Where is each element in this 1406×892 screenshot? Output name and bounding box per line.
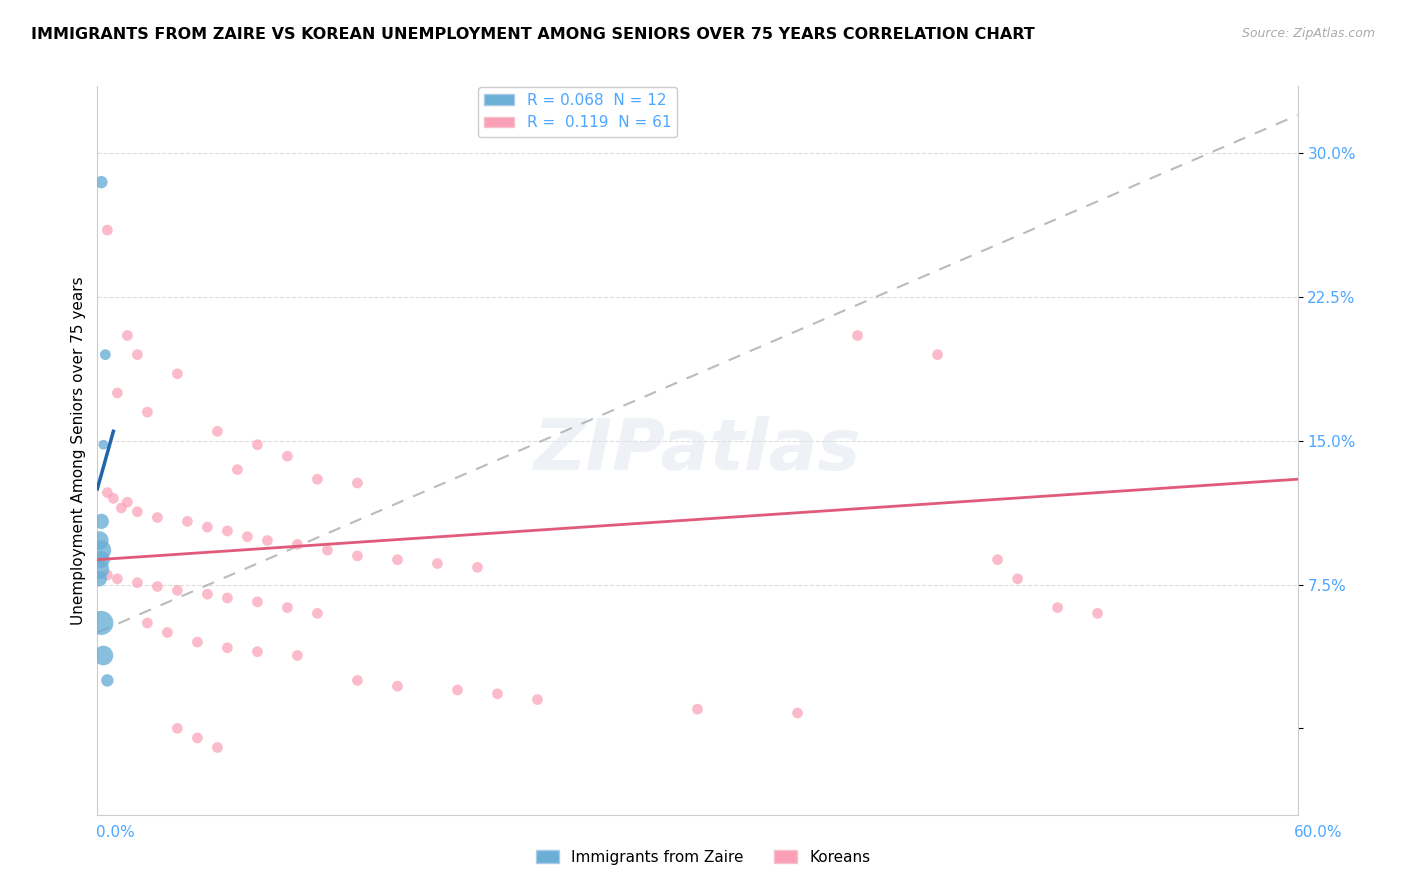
Point <box>217 591 239 605</box>
Point <box>927 348 949 362</box>
Point <box>96 673 118 688</box>
Point <box>217 640 239 655</box>
Point <box>94 348 117 362</box>
Point <box>90 514 112 528</box>
Point <box>387 679 409 693</box>
Y-axis label: Unemployment Among Seniors over 75 years: Unemployment Among Seniors over 75 years <box>72 277 86 624</box>
Point <box>146 510 169 524</box>
Point <box>446 683 468 698</box>
Point <box>387 552 409 566</box>
Point <box>226 462 249 476</box>
Point <box>276 449 298 463</box>
Point <box>987 552 1010 566</box>
Text: Source: ZipAtlas.com: Source: ZipAtlas.com <box>1241 27 1375 40</box>
Point <box>287 537 309 551</box>
Point <box>103 491 125 506</box>
Point <box>96 223 118 237</box>
Point <box>127 575 149 590</box>
Point <box>105 386 128 401</box>
Point <box>90 615 112 630</box>
Point <box>136 405 159 419</box>
Point <box>346 673 368 688</box>
Point <box>1007 572 1029 586</box>
Point <box>256 533 278 548</box>
Point <box>117 328 139 343</box>
Text: 0.0%: 0.0% <box>96 825 135 840</box>
Point <box>467 560 489 574</box>
Legend: Immigrants from Zaire, Koreans: Immigrants from Zaire, Koreans <box>530 844 876 871</box>
Point <box>136 615 159 630</box>
Text: 60.0%: 60.0% <box>1295 825 1343 840</box>
Point <box>246 595 269 609</box>
Point <box>526 692 548 706</box>
Point <box>176 514 198 528</box>
Point <box>89 562 111 576</box>
Point <box>89 533 111 548</box>
Point <box>90 552 112 566</box>
Point <box>89 572 111 586</box>
Point <box>307 472 329 486</box>
Point <box>96 568 118 582</box>
Point <box>207 425 229 439</box>
Point <box>246 438 269 452</box>
Point <box>346 549 368 563</box>
Point <box>93 648 115 663</box>
Legend: R = 0.068  N = 12, R =  0.119  N = 61: R = 0.068 N = 12, R = 0.119 N = 61 <box>478 87 678 136</box>
Point <box>186 731 208 745</box>
Point <box>105 572 128 586</box>
Point <box>846 328 869 343</box>
Point <box>156 625 179 640</box>
Point <box>236 530 259 544</box>
Point <box>117 495 139 509</box>
Point <box>166 722 188 736</box>
Point <box>186 635 208 649</box>
Point <box>786 706 808 720</box>
Point <box>1046 600 1069 615</box>
Point <box>1087 607 1109 621</box>
Point <box>90 543 112 558</box>
Point <box>316 543 339 558</box>
Point <box>217 524 239 538</box>
Point <box>127 348 149 362</box>
Point <box>276 600 298 615</box>
Point <box>166 367 188 381</box>
Point <box>195 587 218 601</box>
Point <box>686 702 709 716</box>
Point <box>346 476 368 491</box>
Point <box>166 583 188 598</box>
Text: IMMIGRANTS FROM ZAIRE VS KOREAN UNEMPLOYMENT AMONG SENIORS OVER 75 YEARS CORRELA: IMMIGRANTS FROM ZAIRE VS KOREAN UNEMPLOY… <box>31 27 1035 42</box>
Point <box>96 485 118 500</box>
Point <box>195 520 218 534</box>
Point <box>426 557 449 571</box>
Point <box>146 580 169 594</box>
Point <box>246 645 269 659</box>
Point <box>90 175 112 189</box>
Point <box>110 500 132 515</box>
Point <box>207 740 229 755</box>
Point <box>486 687 509 701</box>
Point <box>307 607 329 621</box>
Text: ZIPatlas: ZIPatlas <box>534 416 862 485</box>
Point <box>93 438 115 452</box>
Point <box>127 505 149 519</box>
Point <box>287 648 309 663</box>
